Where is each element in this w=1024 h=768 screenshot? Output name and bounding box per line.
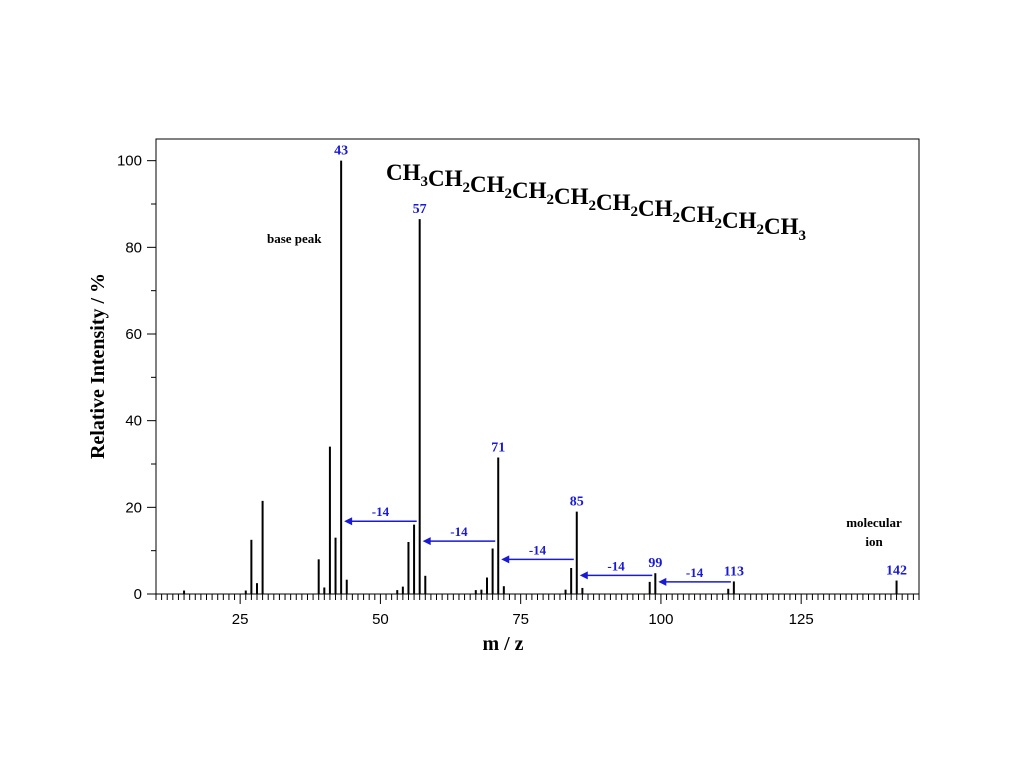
formula-subscript: 3	[421, 174, 429, 190]
y-tick-label: 100	[117, 153, 142, 170]
formula-subscript: 2	[631, 204, 639, 220]
peak-label-85: 85	[570, 495, 584, 510]
peak-labels: 43 57 71 85 99 113 142	[334, 144, 907, 580]
formula-group: CH	[722, 208, 757, 233]
y-tick-label: 40	[125, 413, 142, 430]
loss-label: -14	[529, 542, 547, 557]
loss-arrows: -14 -14 -14 -14 -14	[344, 504, 731, 586]
formula-subscript: 3	[799, 228, 807, 244]
formula-group: CH	[470, 172, 505, 197]
molecular-ion-annotation-line2: ion	[865, 534, 883, 549]
y-tick-label: 60	[125, 326, 142, 343]
y-tick-label: 20	[125, 499, 142, 516]
formula-subscript: 2	[757, 222, 765, 238]
peak-label-71: 71	[491, 441, 505, 456]
formula-group: CH	[428, 166, 463, 191]
loss-label: -14	[607, 558, 625, 573]
formula-subscript: 2	[547, 192, 555, 208]
peak-series	[183, 160, 898, 594]
loss-label: -14	[686, 565, 704, 580]
x-tick-label: 50	[372, 611, 389, 628]
formula-subscript: 2	[463, 180, 471, 196]
peak-label-113: 113	[724, 564, 744, 579]
loss-label: -14	[450, 524, 468, 539]
base-peak-annotation: base peak	[267, 231, 322, 246]
formula-group: CH	[680, 202, 715, 227]
y-tick-label: 80	[125, 239, 142, 256]
formula-group: CH	[638, 196, 673, 221]
formula-group: CH	[512, 178, 547, 203]
x-tick-label: 100	[648, 611, 673, 628]
loss-arrow-head	[344, 517, 353, 526]
peak-label-99: 99	[648, 556, 662, 571]
peak-label-142: 142	[886, 564, 907, 579]
loss-arrow-head	[579, 571, 588, 580]
formula-group: CH	[764, 214, 799, 239]
loss-arrow-head	[422, 537, 431, 546]
formula-group: CH	[554, 184, 589, 209]
y-axis: 0 20 40 60 80 100	[117, 153, 156, 603]
loss-arrow-head	[501, 555, 510, 564]
loss-label: -14	[372, 504, 390, 519]
peak-label-43: 43	[334, 144, 348, 159]
peak-label-57: 57	[413, 202, 427, 217]
chart-title-formula: CH3CH2CH2CH2CH2CH2CH2CH2CH2CH3	[386, 160, 806, 244]
x-tick-label: 25	[232, 611, 249, 628]
molecular-ion-annotation-line1: molecular	[846, 515, 902, 530]
formula-subscript: 2	[673, 210, 681, 226]
x-tick-label: 75	[512, 611, 529, 628]
formula-subscript: 2	[589, 198, 597, 214]
y-axis-label: Relative Intensity / %	[87, 273, 109, 459]
loss-arrow-head	[658, 577, 667, 586]
plot-frame	[155, 138, 920, 595]
y-tick-label: 0	[134, 586, 142, 603]
formula-subscript: 2	[715, 216, 723, 232]
x-axis-label: m / z	[482, 633, 523, 655]
formula-group: CH	[386, 160, 421, 185]
x-axis: 25 50 75 100 125	[155, 594, 920, 628]
x-tick-label: 125	[789, 611, 814, 628]
formula-subscript: 2	[505, 186, 513, 202]
formula-group: CH	[596, 190, 631, 215]
